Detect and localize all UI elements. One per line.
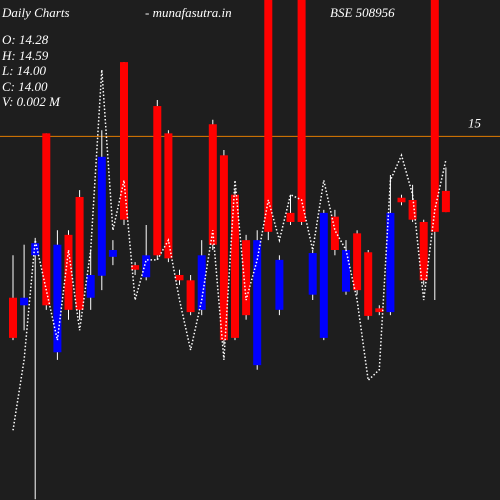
candle-body (108, 250, 117, 257)
candle-body (97, 156, 106, 276)
candle-body (242, 240, 251, 316)
candle-body (175, 275, 184, 281)
candle-body (308, 253, 317, 295)
chart-title: Daily Charts (1, 5, 70, 20)
candle-body (264, 0, 273, 232)
candle-body (53, 244, 62, 353)
candle-body (20, 297, 29, 306)
candle-body (286, 212, 295, 222)
candle-body (330, 216, 339, 250)
candle-body (342, 250, 350, 292)
candle-body (142, 255, 151, 278)
average-line (12, 69, 447, 431)
candle-body (164, 133, 173, 259)
symbol: BSE 508956 (330, 5, 395, 20)
candle-body (275, 259, 284, 310)
candle-body (153, 106, 162, 256)
info-high: H: 14.59 (1, 48, 49, 63)
candle-body (42, 133, 51, 306)
candle-body (231, 194, 239, 338)
info-close: C: 14.00 (2, 79, 48, 94)
candle-body (353, 233, 362, 291)
candle-body (419, 221, 428, 281)
candle-body (375, 308, 384, 313)
info-low: L: 14.00 (1, 63, 47, 78)
subtitle: - munafasutra.in (145, 5, 232, 20)
candle-body (219, 155, 228, 341)
candle-body (120, 62, 128, 220)
candle-body (319, 212, 328, 338)
info-open: O: 14.28 (2, 32, 49, 47)
candle-body (408, 200, 417, 220)
info-volume: V: 0.002 M (2, 94, 61, 109)
candle-body (131, 265, 140, 270)
candle-body (441, 190, 450, 213)
candle-body (364, 252, 373, 316)
candle-body (86, 275, 95, 298)
candle-body (9, 297, 17, 338)
candle-body (386, 212, 395, 313)
candle-body (430, 0, 439, 232)
candle-body (297, 0, 306, 222)
candle-body (31, 243, 40, 256)
candle-body (64, 234, 73, 310)
candle-body (253, 240, 262, 366)
candle-body (197, 255, 206, 310)
candle-body (397, 197, 406, 203)
candle-body (208, 124, 217, 245)
y-tick-label: 15 (468, 115, 482, 130)
candle-body (186, 280, 195, 313)
candle-body (75, 196, 84, 310)
